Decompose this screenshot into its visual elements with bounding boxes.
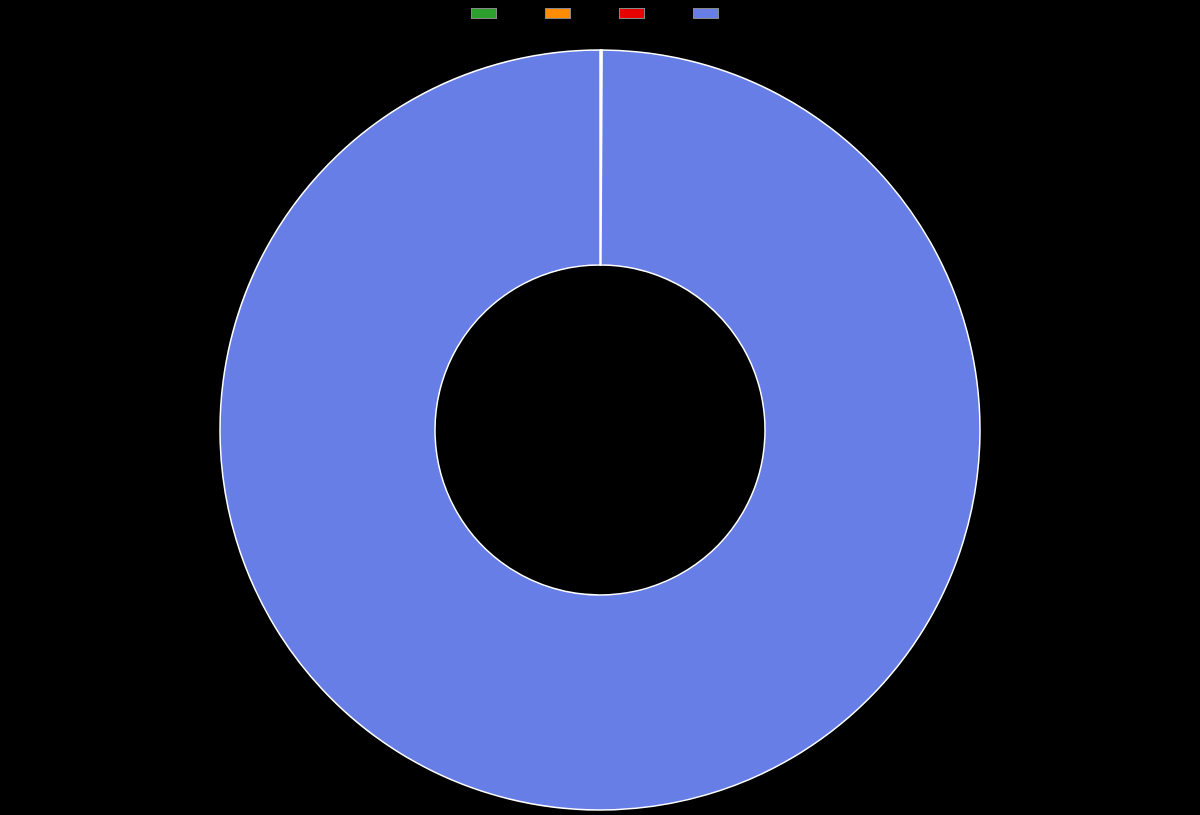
donut-chart — [0, 30, 1200, 800]
donut-svg — [0, 15, 1200, 815]
donut-slice-blue — [220, 50, 980, 810]
